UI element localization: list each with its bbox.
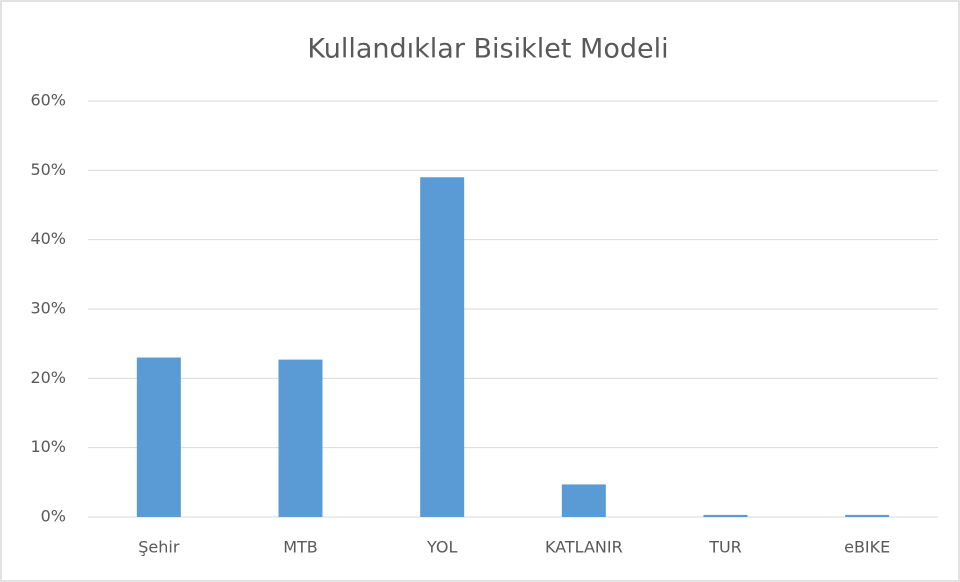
- x-tick-label: TUR: [708, 538, 742, 557]
- y-tick-label: 10%: [30, 437, 66, 456]
- bar: [136, 357, 181, 517]
- x-tick-label: KATLANIR: [545, 538, 623, 557]
- y-tick-label: 40%: [30, 229, 66, 248]
- bar: [420, 177, 465, 517]
- y-tick-label: 0%: [41, 507, 66, 526]
- chart-title: Kullandıklar Bisiklet Modeli: [307, 34, 668, 65]
- y-tick-label: 60%: [30, 91, 66, 110]
- bar: [845, 514, 890, 517]
- x-tick-label: Şehir: [138, 538, 180, 557]
- x-tick-label: MTB: [283, 538, 318, 557]
- bar: [278, 359, 323, 517]
- bar: [703, 514, 748, 517]
- y-tick-label: 20%: [30, 368, 66, 387]
- x-tick-label: YOL: [426, 538, 457, 557]
- y-tick-label: 50%: [30, 160, 66, 179]
- bar: [561, 484, 606, 517]
- y-tick-label: 30%: [30, 299, 66, 318]
- x-tick-label: eBIKE: [844, 538, 890, 557]
